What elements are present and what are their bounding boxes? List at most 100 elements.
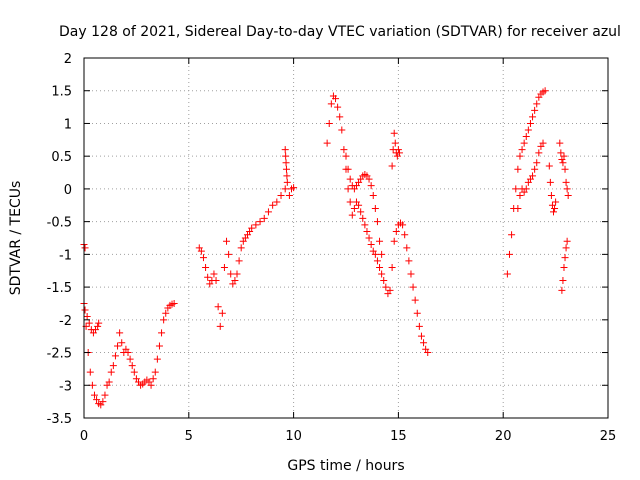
data-point <box>559 277 567 285</box>
data-point <box>336 113 344 121</box>
data-point <box>547 191 555 199</box>
data-point <box>403 244 411 252</box>
data-point <box>223 237 231 245</box>
data-point <box>225 250 233 258</box>
data-point <box>149 375 157 383</box>
data-point <box>373 257 381 265</box>
data-point <box>283 178 291 186</box>
data-point <box>346 175 354 183</box>
data-point <box>522 185 530 193</box>
data-point <box>424 349 432 357</box>
data-point <box>535 149 543 157</box>
y-tick-label: -3 <box>59 379 72 394</box>
data-point <box>371 205 379 213</box>
data-point <box>170 299 178 307</box>
data-point <box>235 257 243 265</box>
data-point <box>378 250 386 258</box>
data-point <box>227 270 235 278</box>
data-point <box>81 244 89 252</box>
grid <box>84 58 608 418</box>
series-arc-3-branch <box>342 152 386 258</box>
data-point <box>529 172 537 180</box>
data-point <box>281 185 289 193</box>
data-point <box>561 254 569 262</box>
x-tick-label: 5 <box>185 429 193 444</box>
data-point <box>545 162 553 170</box>
data-point <box>285 191 293 199</box>
x-tick-label: 0 <box>80 429 88 444</box>
data-point <box>367 241 375 249</box>
data-point <box>264 208 272 216</box>
data-point <box>85 319 93 327</box>
data-point <box>153 355 161 363</box>
data-point <box>564 191 572 199</box>
data-point <box>394 146 402 154</box>
data-point <box>562 178 570 186</box>
data-point <box>151 368 159 376</box>
y-tick-label: -0.5 <box>47 216 72 231</box>
data-point <box>256 218 264 226</box>
data-point <box>281 146 289 154</box>
series-arc-1-branch <box>81 306 103 337</box>
data-point <box>86 368 94 376</box>
data-point <box>155 342 163 350</box>
data-point <box>363 227 371 235</box>
data-point <box>560 152 568 160</box>
y-tick-label: 0.5 <box>51 150 72 165</box>
data-point <box>101 391 109 399</box>
data-point <box>367 182 375 190</box>
data-point <box>503 270 511 278</box>
data-point <box>505 250 513 258</box>
data-point <box>371 250 379 258</box>
data-point <box>529 113 537 121</box>
data-point <box>391 139 399 147</box>
data-point <box>508 231 516 239</box>
data-point <box>233 270 241 278</box>
x-tick-label: 20 <box>495 429 512 444</box>
data-point <box>395 149 403 157</box>
data-point <box>323 139 331 147</box>
data-points <box>80 87 572 409</box>
series-arc-6 <box>556 139 572 199</box>
data-point <box>231 277 239 285</box>
data-point <box>327 100 335 108</box>
data-point <box>128 362 136 370</box>
data-point <box>216 322 224 330</box>
data-point <box>344 185 352 193</box>
data-point <box>111 352 119 360</box>
data-point <box>90 391 98 399</box>
data-point <box>273 198 281 206</box>
data-point <box>514 205 522 213</box>
data-point <box>210 270 218 278</box>
data-point <box>405 257 413 265</box>
data-point <box>556 139 564 147</box>
data-point <box>386 286 394 294</box>
data-point <box>252 221 260 229</box>
data-point <box>533 100 541 108</box>
series-arc-1 <box>80 299 178 409</box>
data-point <box>147 381 155 389</box>
data-point <box>107 368 115 376</box>
data-point <box>520 139 528 147</box>
data-point <box>83 313 91 321</box>
data-point <box>415 322 423 330</box>
x-axis-label: GPS time / hours <box>287 458 404 474</box>
data-point <box>563 237 571 245</box>
data-point <box>334 103 342 111</box>
data-point <box>533 159 541 167</box>
data-point <box>332 95 340 103</box>
y-tick-label: -3.5 <box>47 412 72 427</box>
data-point <box>130 368 138 376</box>
data-point <box>390 237 398 245</box>
data-point <box>202 263 210 271</box>
data-point <box>531 165 539 173</box>
data-point <box>516 191 524 199</box>
data-point <box>105 378 113 386</box>
data-point <box>88 381 96 389</box>
data-point <box>514 165 522 173</box>
plot-frame <box>83 57 609 419</box>
data-point <box>531 106 539 114</box>
data-point <box>512 185 520 193</box>
data-point <box>407 270 415 278</box>
data-point <box>390 129 398 137</box>
